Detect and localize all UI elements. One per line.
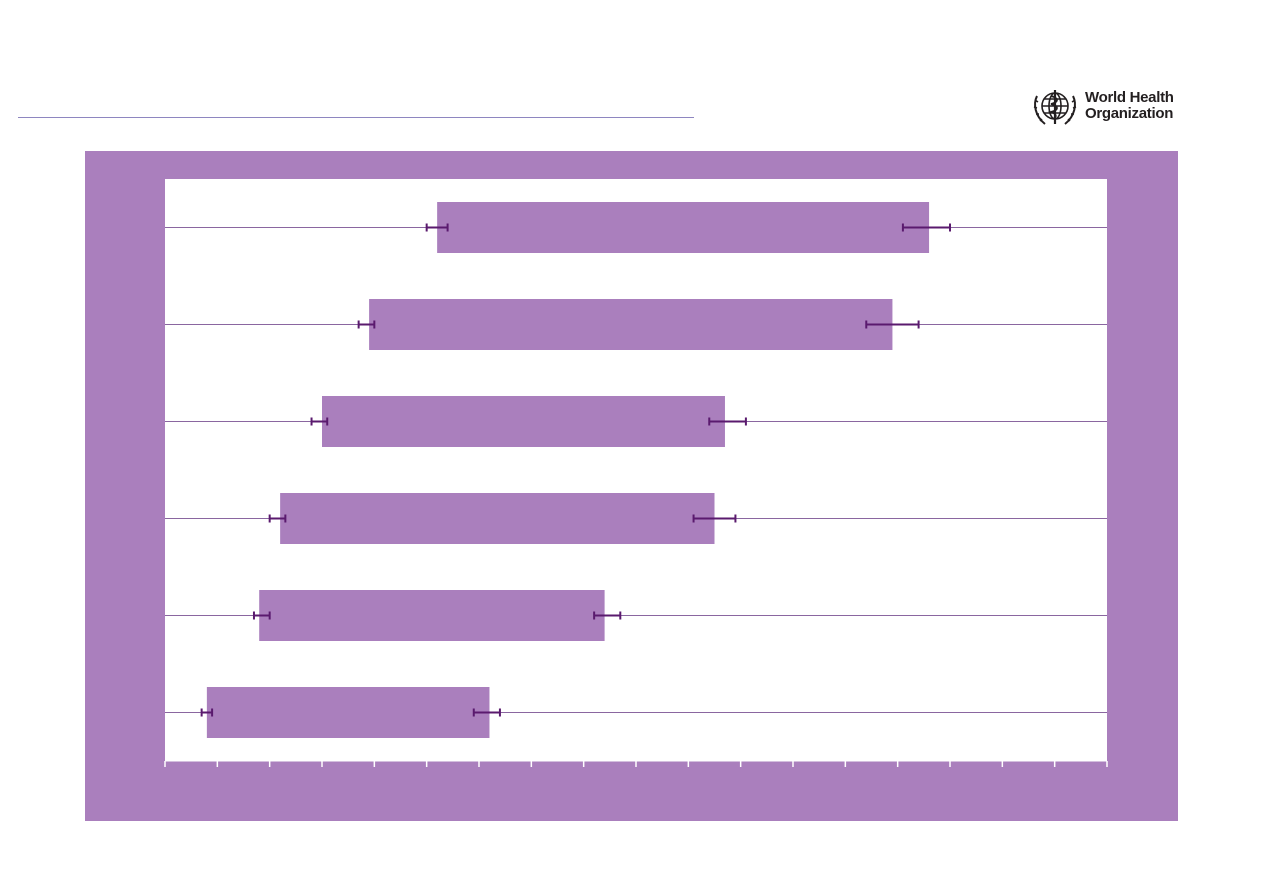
organization-name: World Health Organization xyxy=(1085,90,1174,122)
organization-name-line1: World Health xyxy=(1085,89,1174,106)
header-rule xyxy=(18,117,694,118)
bar xyxy=(259,590,605,641)
who-emblem-icon xyxy=(1033,90,1077,125)
plot-area xyxy=(165,179,1107,761)
bar xyxy=(369,299,893,350)
chart-frame xyxy=(85,151,1178,821)
bar xyxy=(322,396,725,447)
bars xyxy=(206,202,930,738)
error-bars xyxy=(200,223,951,717)
who-logo: World Health Organization xyxy=(1029,82,1189,132)
bar xyxy=(280,493,715,544)
bar xyxy=(206,687,490,738)
bar xyxy=(437,202,930,253)
chart xyxy=(164,179,1108,767)
organization-name-line2: Organization xyxy=(1085,105,1174,122)
x-axis xyxy=(164,760,1108,767)
